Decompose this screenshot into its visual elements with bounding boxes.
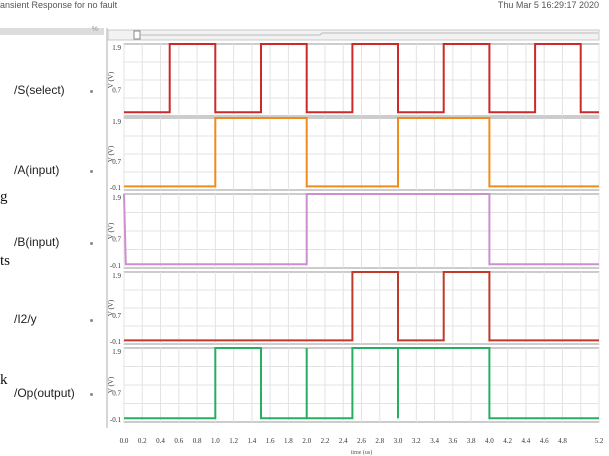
signal-marker-select bbox=[90, 90, 93, 93]
signal-label-op[interactable]: /Op(output) bbox=[14, 386, 75, 400]
x-tick-label: 0.2 bbox=[138, 437, 147, 445]
x-tick-label: 1.0 bbox=[211, 437, 220, 445]
sidebar-divider bbox=[106, 28, 108, 428]
x-tick-label: 4.8 bbox=[558, 437, 567, 445]
x-tick-label: 2.6 bbox=[357, 437, 366, 445]
y-tick-label: 0.7 bbox=[112, 312, 121, 320]
y-tick-label: 1.9 bbox=[112, 118, 121, 126]
window-title: ansient Response for no fault bbox=[0, 0, 118, 10]
x-tick-label: 0.4 bbox=[156, 437, 165, 445]
x-tick-label: 3.6 bbox=[448, 437, 457, 445]
x-axis-label: time (us) bbox=[351, 449, 373, 456]
x-tick-label: 1.4 bbox=[248, 437, 257, 445]
y-tick-label: 0.7 bbox=[112, 389, 121, 397]
scrollbar-track-line bbox=[140, 32, 598, 36]
edge-fragment: k bbox=[0, 372, 8, 388]
x-tick-label: 4.2 bbox=[503, 437, 512, 445]
x-tick-label: 1.8 bbox=[284, 437, 293, 445]
signal-marker-a bbox=[90, 170, 93, 173]
waveform-5 bbox=[124, 347, 599, 420]
y-tick-label: 1.9 bbox=[112, 348, 121, 356]
signal-label-b[interactable]: /B(input) bbox=[14, 235, 60, 249]
y-tick-label: 1.9 bbox=[112, 44, 121, 52]
x-tick-label: 4.0 bbox=[485, 437, 494, 445]
y-axis-label: V (V) bbox=[107, 299, 115, 316]
x-tick-label: 3.2 bbox=[412, 437, 421, 445]
y-tick-label: 1.9 bbox=[112, 272, 121, 280]
y-tick-label: -0.1 bbox=[110, 338, 122, 346]
edge-fragment: g bbox=[0, 189, 8, 205]
y-axis-label: V (V) bbox=[107, 71, 115, 88]
y-axis-label: V (V) bbox=[107, 376, 115, 393]
x-tick-label: 2.8 bbox=[375, 437, 384, 445]
y-tick-label: 0.7 bbox=[112, 86, 121, 94]
x-tick-label: 3.0 bbox=[394, 437, 403, 445]
sidebar-scroll-strip[interactable]: % bbox=[0, 26, 104, 35]
time-scrollbar[interactable] bbox=[107, 29, 600, 41]
signal-label-i2y[interactable]: /I2/y bbox=[14, 312, 37, 326]
sidebar-marker: % bbox=[91, 26, 98, 33]
waveform-1 bbox=[124, 43, 599, 114]
signal-marker-i2y bbox=[90, 319, 93, 322]
x-tick-label: 2.2 bbox=[321, 437, 330, 445]
signal-marker-b bbox=[90, 242, 93, 245]
y-tick-label: 0.7 bbox=[112, 158, 121, 166]
y-tick-label: -0.1 bbox=[110, 184, 122, 192]
signal-sidebar: /S(select) /A(input) /B(input) /I2/y /Op… bbox=[0, 28, 100, 456]
x-tick-label: 3.4 bbox=[430, 437, 439, 445]
x-tick-label: 2.0 bbox=[302, 437, 311, 445]
waveform-2 bbox=[124, 117, 599, 188]
x-tick-label: 3.8 bbox=[467, 437, 476, 445]
x-tick-label: 4.4 bbox=[522, 437, 531, 445]
signal-marker-op bbox=[90, 393, 93, 396]
x-tick-label: 2.4 bbox=[339, 437, 348, 445]
x-tick-label: 0.6 bbox=[174, 437, 183, 445]
edge-fragment: ts bbox=[0, 253, 11, 269]
y-axis-label: V (V) bbox=[107, 222, 115, 239]
waveform-3 bbox=[123, 193, 599, 266]
timestamp: Thu Mar 5 16:29:17 2020 bbox=[497, 0, 599, 10]
y-tick-label: 0.7 bbox=[112, 235, 121, 243]
y-tick-label: -0.1 bbox=[110, 262, 122, 270]
x-tick-label: 5.2 bbox=[595, 437, 604, 445]
signal-label-a[interactable]: /A(input) bbox=[14, 163, 60, 177]
x-tick-label: 0.0 bbox=[120, 437, 129, 445]
x-tick-label: 4.6 bbox=[540, 437, 549, 445]
y-tick-label: 1.9 bbox=[112, 194, 121, 202]
y-tick-label: -0.1 bbox=[110, 416, 122, 424]
scrollbar-handle[interactable] bbox=[133, 30, 141, 40]
x-tick-label: 1.6 bbox=[266, 437, 275, 445]
x-tick-label: 1.2 bbox=[229, 437, 238, 445]
signal-label-select[interactable]: /S(select) bbox=[14, 83, 65, 97]
x-tick-label: 0.8 bbox=[193, 437, 202, 445]
waveform-4 bbox=[124, 271, 599, 342]
y-axis-label: V (V) bbox=[107, 145, 115, 162]
